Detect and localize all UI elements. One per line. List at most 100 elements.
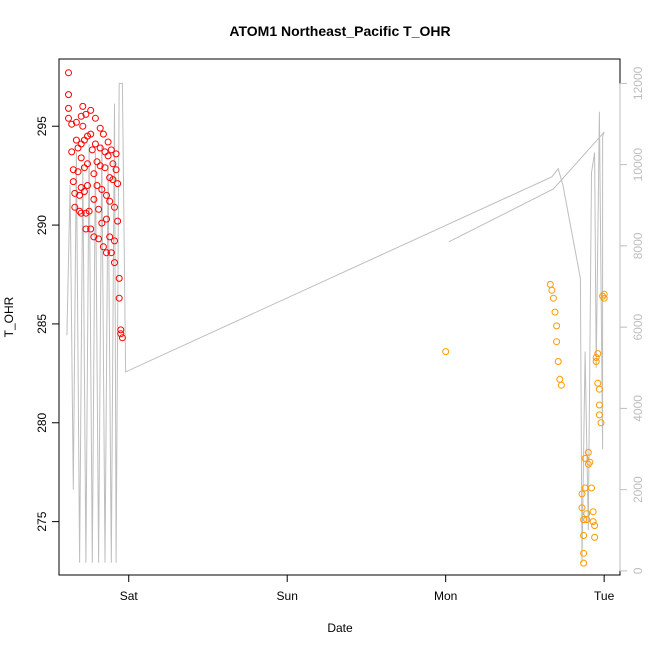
data-point: [592, 354, 600, 361]
data-point: [588, 484, 595, 492]
y-right-tick-label: 0: [631, 567, 645, 574]
x-axis: Sat Sun Mon Tue: [120, 574, 615, 603]
data-point: [595, 411, 603, 419]
data-point: [586, 458, 594, 466]
data-point: [87, 225, 95, 233]
data-point: [79, 122, 87, 130]
data-point: [117, 330, 125, 338]
plot-frame: [58, 58, 621, 576]
data-point: [556, 375, 564, 383]
y-tick-label: 285: [35, 314, 49, 334]
y-right-tick-label: 4000: [631, 395, 645, 422]
data-point: [87, 106, 95, 114]
data-point: [591, 533, 599, 541]
data-point: [90, 170, 98, 178]
data-point: [90, 195, 98, 203]
data-point: [82, 110, 90, 118]
data-point: [553, 322, 561, 330]
y-axis-right: 0 2000 4000 6000 8000 10000 12000: [619, 66, 645, 574]
data-point: [595, 401, 603, 409]
data-point: [551, 308, 559, 316]
data-point: [69, 166, 77, 174]
y-tick-label: 290: [35, 215, 49, 235]
data-point: [107, 249, 115, 257]
overlay-line: [66, 82, 605, 563]
x-tick-label: Sat: [120, 589, 139, 603]
y-right-tick-label: 2000: [631, 476, 645, 503]
data-point: [96, 144, 104, 152]
data-point: [80, 188, 88, 195]
data-point: [553, 338, 561, 346]
points-layer: [65, 69, 608, 567]
x-tick-label: Mon: [434, 589, 457, 603]
data-point: [109, 160, 117, 168]
y-tick-label: 275: [35, 511, 49, 531]
data-point: [591, 522, 599, 530]
data-point: [592, 358, 600, 365]
data-point: [594, 350, 602, 358]
data-point: [546, 280, 554, 288]
data-point: [557, 381, 565, 389]
data-point: [96, 162, 104, 170]
data-point: [103, 215, 110, 223]
data-point: [98, 219, 106, 227]
data-point: [65, 69, 72, 77]
data-point: [600, 290, 608, 298]
data-point: [72, 136, 80, 144]
data-point: [71, 203, 79, 211]
data-point: [90, 233, 98, 241]
data-point: [107, 146, 115, 154]
data-point: [99, 243, 107, 251]
data-point: [99, 130, 107, 138]
data-point: [76, 207, 84, 215]
data-point: [580, 532, 588, 539]
data-point: [118, 334, 126, 342]
data-point: [96, 124, 104, 132]
data-point: [112, 150, 120, 158]
data-point: [77, 112, 85, 120]
data-point: [599, 292, 607, 300]
data-point: [95, 205, 103, 213]
data-point: [68, 120, 76, 128]
data-point: [580, 516, 588, 524]
data-point: [106, 233, 114, 241]
data-point: [80, 136, 88, 144]
y-right-tick-label: 10000: [631, 148, 645, 182]
data-point: [103, 191, 110, 199]
data-point: [65, 104, 72, 112]
data-point: [580, 559, 588, 567]
data-point: [578, 490, 586, 498]
data-point: [68, 148, 76, 156]
data-point: [583, 516, 591, 524]
data-point: [74, 144, 82, 152]
data-point: [115, 274, 123, 282]
data-point: [76, 191, 84, 199]
data-point: [93, 182, 101, 189]
data-point: [111, 203, 118, 211]
data-point: [84, 160, 91, 168]
data-point: [85, 207, 93, 215]
data-point: [95, 235, 103, 243]
data-point: [106, 197, 114, 205]
data-point: [65, 114, 72, 122]
data-point: [79, 102, 87, 110]
data-point: [77, 140, 85, 148]
data-point: [115, 294, 123, 302]
y-right-tick-label: 6000: [631, 313, 645, 340]
y-tick-label: 295: [35, 116, 49, 136]
data-point: [69, 178, 77, 186]
data-point: [98, 186, 106, 193]
data-point: [82, 225, 90, 233]
data-point: [548, 286, 556, 294]
data-point: [594, 379, 602, 387]
data-point: [111, 237, 118, 245]
data-point: [554, 358, 562, 365]
data-point: [584, 460, 592, 468]
x-axis-label: Date: [327, 621, 353, 635]
data-point: [103, 249, 110, 257]
data-point: [589, 518, 597, 526]
data-point: [65, 91, 72, 99]
data-point: [91, 140, 99, 148]
data-point: [111, 259, 118, 267]
